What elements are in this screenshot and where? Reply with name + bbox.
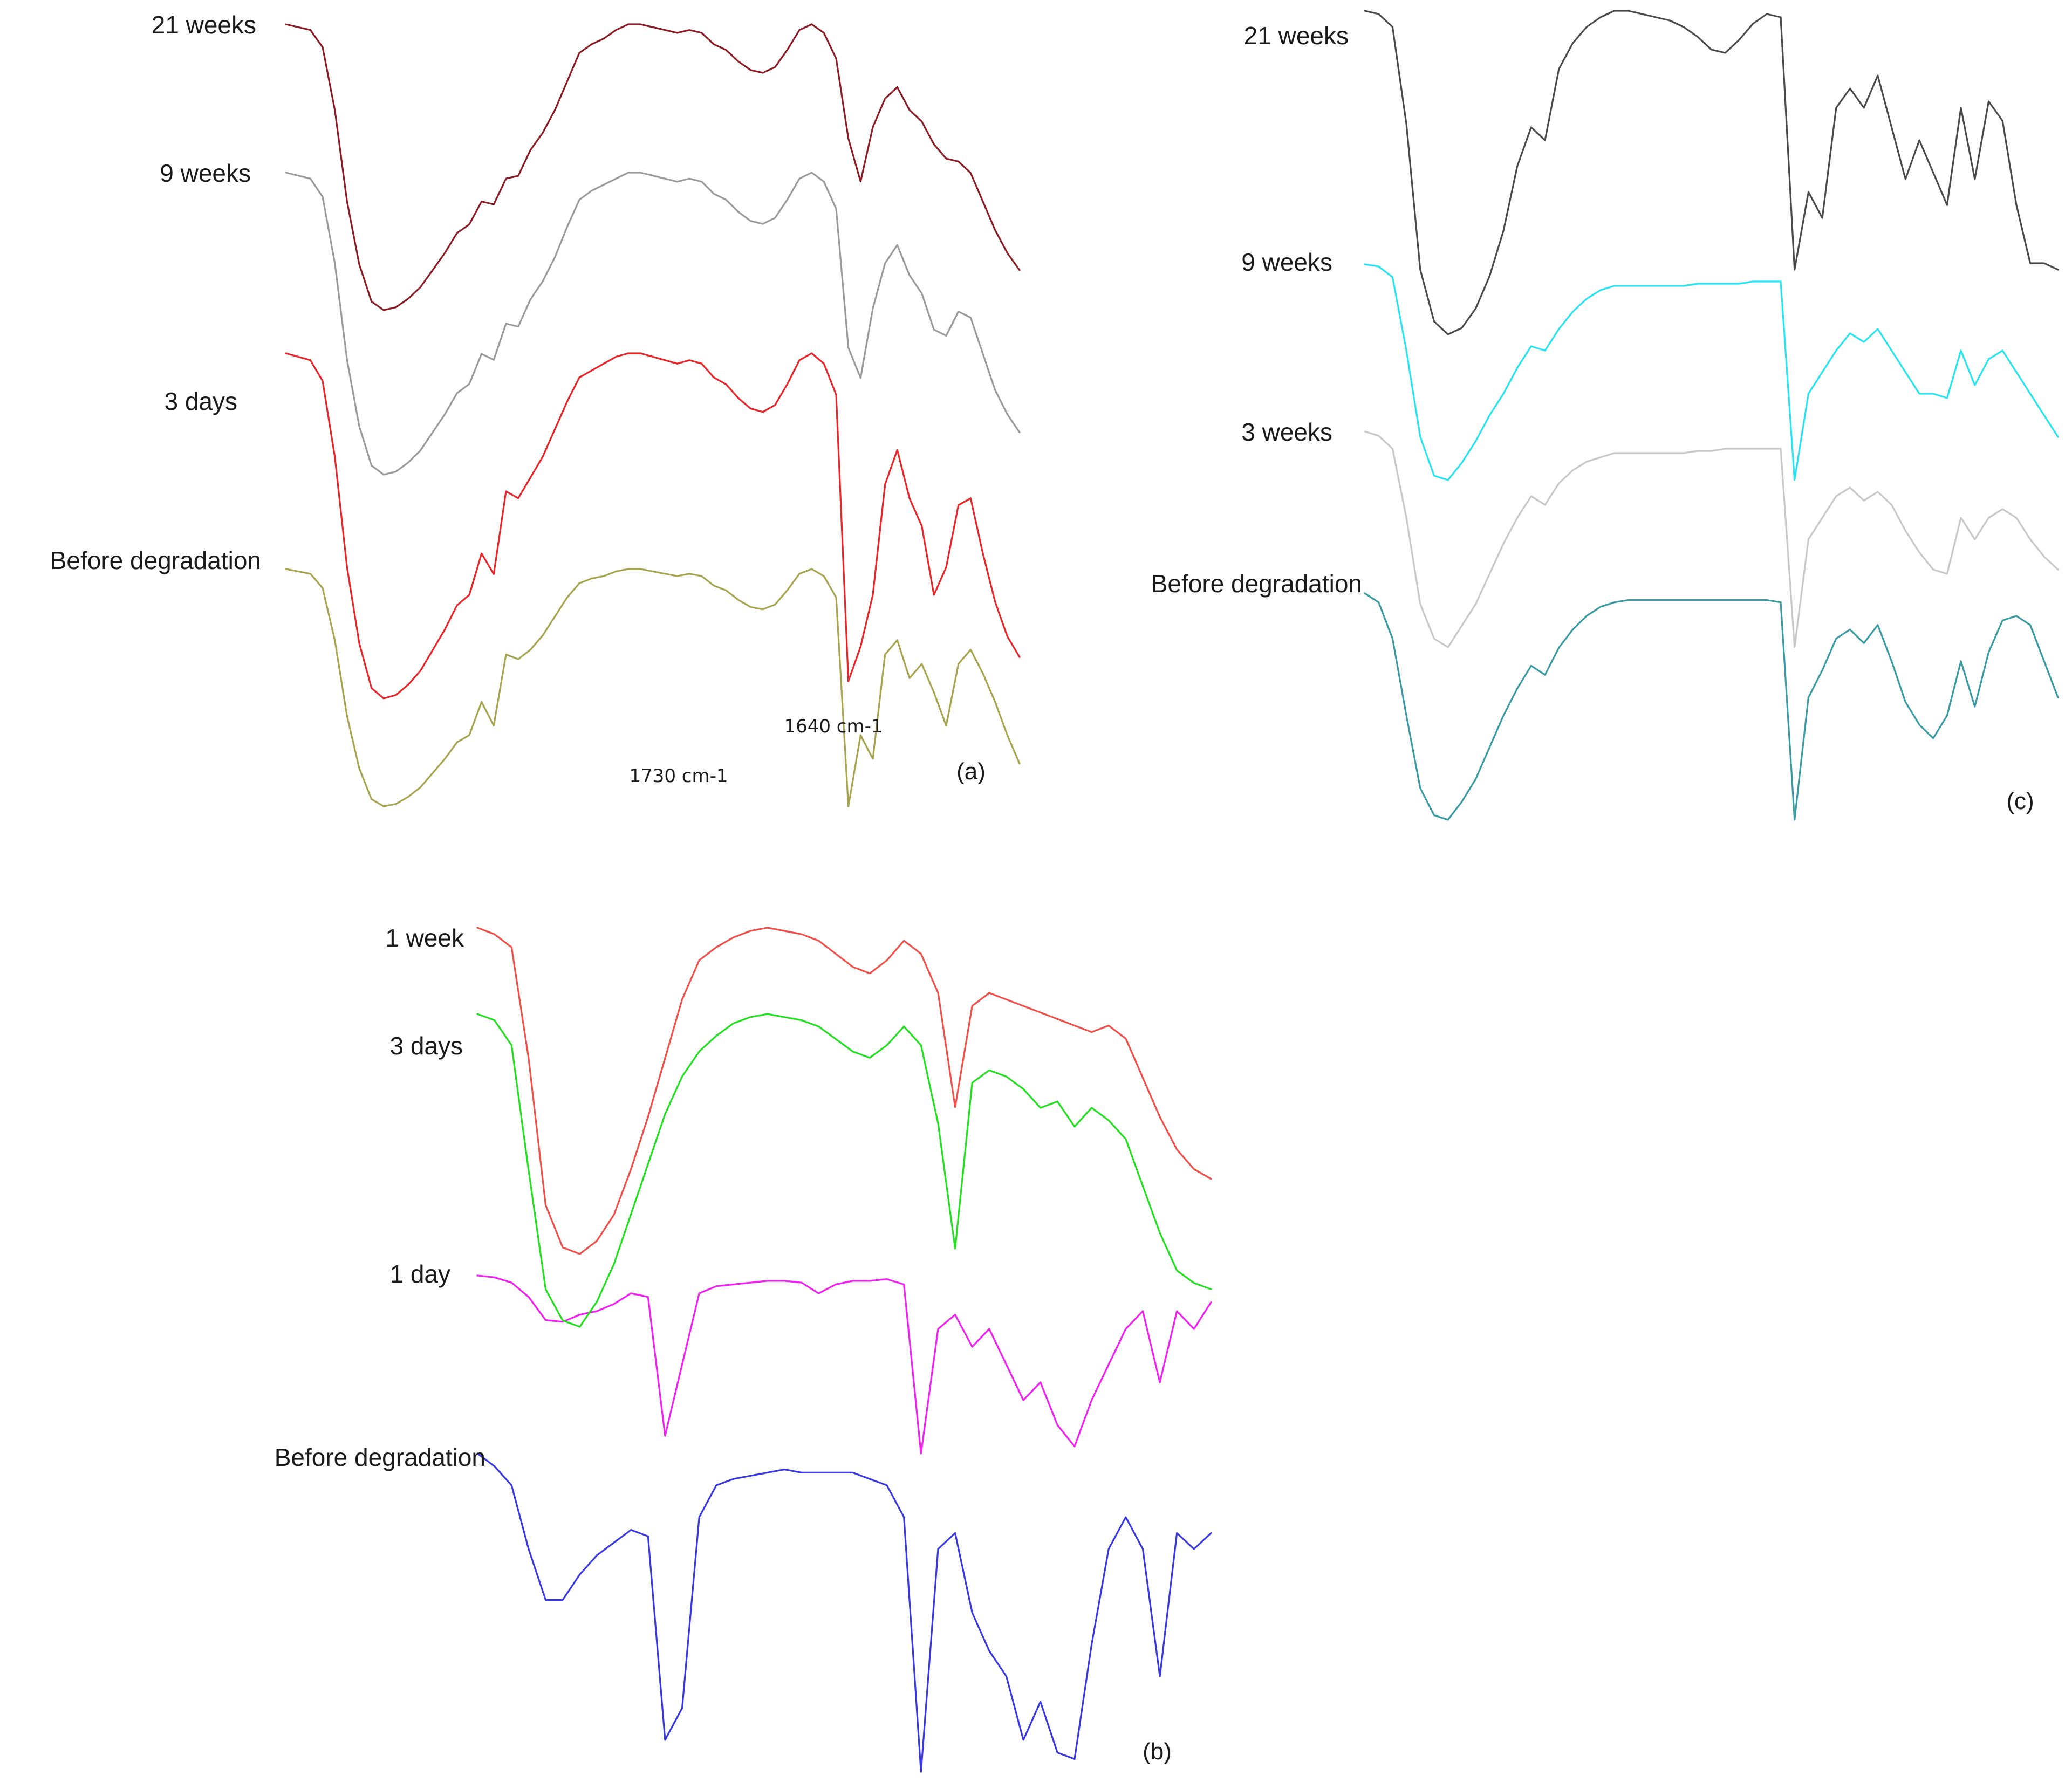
panel-b-tag: (b): [1143, 1738, 1172, 1765]
panel-b-trace-3-days: [476, 1013, 1212, 1328]
panel-a-trace-9-weeks: [285, 172, 1021, 476]
panel-c-tag: (c): [2006, 788, 2034, 814]
panel-c-trace-21-weeks: [1364, 10, 2059, 335]
panel-b-label-3-days: 3 days: [389, 1032, 463, 1060]
panel-a-trace-before-degradation: [285, 568, 1021, 807]
annotation-1640: 1640 cm-1: [784, 716, 883, 737]
panel-a-label-21-weeks: 21 weeks: [152, 11, 256, 39]
panel-b-label-before-degradation: Before degradation: [275, 1443, 485, 1471]
panel-b: 1 week 3 days 1 day Before degradation (…: [275, 924, 1212, 1773]
panel-a-trace-21-weeks: [285, 23, 1021, 311]
panel-c-label-9-weeks: 9 weeks: [1241, 248, 1332, 276]
panel-b-trace-1-day: [476, 1274, 1212, 1455]
panel-a-label-9-weeks: 9 weeks: [160, 159, 251, 187]
annotation-1730: 1730 cm-1: [629, 765, 728, 787]
panel-a-tag: (a): [956, 758, 986, 785]
panel-c-label-21-weeks: 21 weeks: [1244, 22, 1349, 50]
panel-a-trace-3-days: [285, 352, 1021, 700]
panel-c-trace-3-weeks: [1364, 430, 2059, 648]
panel-c-label-3-weeks: 3 weeks: [1241, 418, 1332, 446]
panel-a: 21 weeks 9 weeks 3 days Before degradati…: [50, 11, 1021, 807]
panel-c: 21 weeks 9 weeks 3 weeks Before degradat…: [1151, 10, 2059, 821]
panel-c-label-before-degradation: Before degradation: [1151, 570, 1362, 598]
panel-b-trace-before-degradation: [476, 1452, 1212, 1773]
panel-a-label-before-degradation: Before degradation: [50, 546, 261, 574]
panel-b-trace-1-week: [476, 927, 1212, 1255]
panel-c-trace-9-weeks: [1364, 263, 2059, 481]
panel-b-label-1-day: 1 day: [389, 1260, 450, 1288]
panel-c-trace-before-degradation: [1364, 592, 2059, 821]
panel-b-label-1-week: 1 week: [385, 924, 464, 952]
panel-a-label-3-days: 3 days: [164, 387, 237, 415]
